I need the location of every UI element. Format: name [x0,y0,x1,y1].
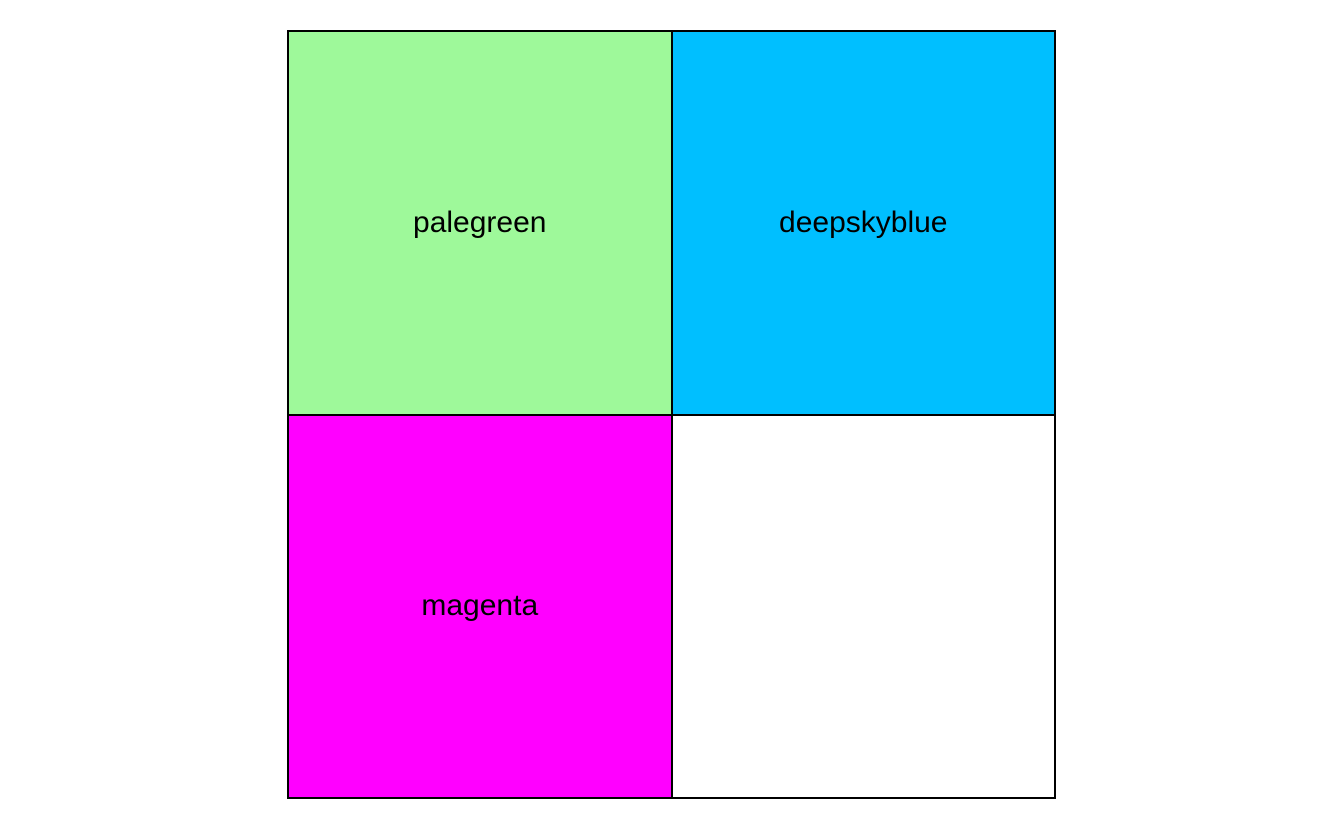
tile-empty [671,414,1054,797]
tile-label-deepskyblue: deepskyblue [779,205,948,239]
tile-palegreen: palegreen [289,32,672,415]
tile-magenta: magenta [289,414,672,797]
tile-label-palegreen: palegreen [413,205,547,239]
tile-label-magenta: magenta [421,589,539,623]
tile-deepskyblue: deepskyblue [671,32,1054,415]
color-tile-grid: palegreen deepskyblue magenta [287,30,1056,799]
